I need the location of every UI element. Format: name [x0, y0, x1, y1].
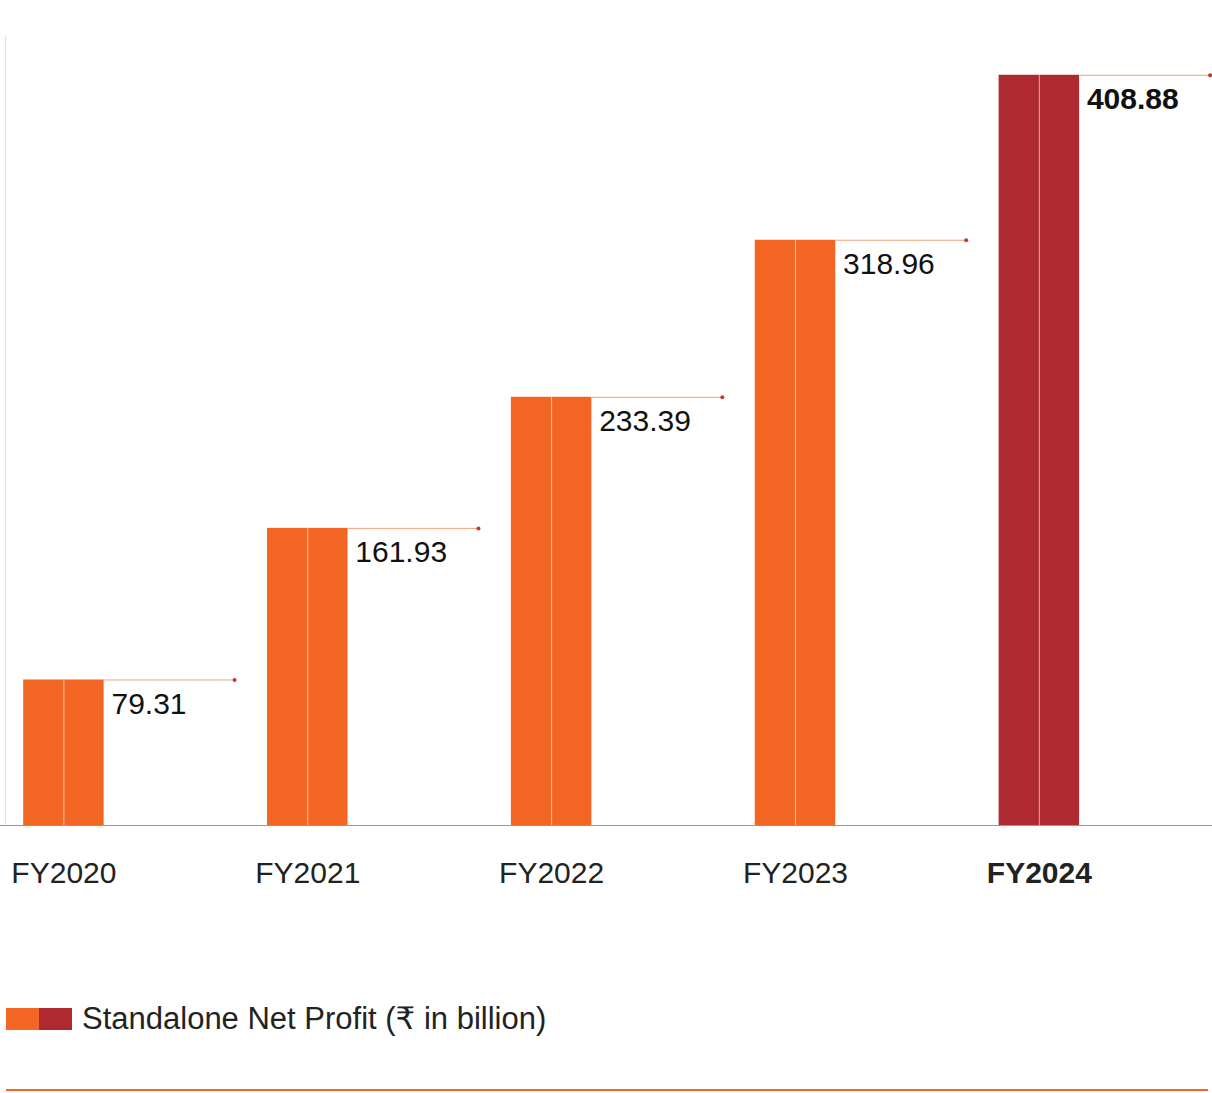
svg-text:FY2021: FY2021: [255, 856, 360, 889]
svg-text:318.96: 318.96: [843, 247, 935, 280]
svg-text:233.39: 233.39: [599, 404, 691, 437]
svg-text:FY2022: FY2022: [499, 856, 604, 889]
svg-text:161.93: 161.93: [355, 535, 447, 568]
svg-text:FY2020: FY2020: [11, 856, 116, 889]
svg-text:79.31: 79.31: [111, 687, 186, 720]
svg-text:FY2023: FY2023: [743, 856, 848, 889]
svg-text:408.88: 408.88: [1087, 82, 1179, 115]
html-text:Standalone Net Profit (₹ in bi: Standalone Net Profit (₹ in billion): [82, 1001, 547, 1036]
svg-text:FY2024: FY2024: [987, 856, 1092, 889]
